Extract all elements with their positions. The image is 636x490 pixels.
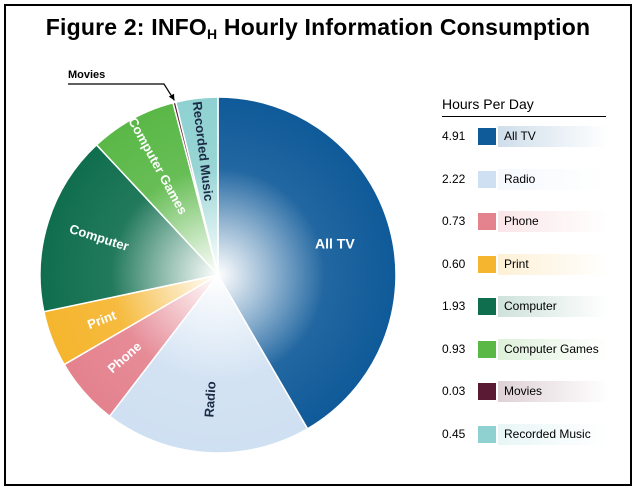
legend-bar: [498, 296, 608, 317]
chart-title: Figure 2: INFOH Hourly Information Consu…: [0, 14, 636, 42]
legend-rule: [442, 116, 606, 117]
legend-label: Movies: [504, 384, 543, 398]
legend-title: Hours Per Day: [442, 96, 534, 112]
slice-label-movies: Movies: [68, 69, 105, 81]
legend-label: Computer: [504, 299, 557, 313]
legend-bar: [498, 381, 608, 402]
legend-swatch: [478, 255, 496, 273]
pie-center-highlight: [40, 97, 396, 453]
legend-item-movies: 0.03 Movies: [442, 381, 612, 403]
legend-bar: [498, 338, 608, 360]
title-suffix: Hourly Information Consumption: [217, 14, 591, 40]
movies-callout: Movies: [68, 69, 175, 101]
legend-bar: [498, 126, 608, 147]
legend-swatch: [478, 383, 496, 400]
legend-swatch: [478, 170, 496, 188]
legend-label: Phone: [504, 214, 539, 228]
legend-item-all-tv: 4.91 All TV: [442, 126, 612, 148]
title-subscript: H: [207, 26, 218, 42]
legend-value: 0.93: [442, 341, 466, 356]
legend-value: 4.91: [442, 129, 466, 143]
legend-label: Print: [504, 256, 529, 271]
legend-value: 0.60: [442, 256, 466, 271]
legend-item-recorded-music: 0.45 Recorded Music: [442, 423, 612, 446]
legend-item-print: 0.60 Print: [442, 253, 612, 276]
legend-item-computer-games: 0.93 Computer Games: [442, 338, 612, 361]
legend-item-radio: 2.22 Radio: [442, 168, 612, 191]
legend-swatch: [478, 298, 496, 315]
legend-item-computer: 1.93 Computer: [442, 296, 612, 318]
legend-value: 0.45: [442, 426, 466, 441]
legend-value: 1.93: [442, 299, 466, 313]
legend-value: 0.03: [442, 384, 466, 398]
legend-bar: [498, 168, 608, 190]
legend-value: 0.73: [442, 214, 466, 228]
legend-label: Radio: [504, 171, 536, 186]
title-prefix: Figure 2: INFO: [45, 14, 208, 40]
legend-bar: [498, 253, 608, 275]
legend-item-phone: 0.73 Phone: [442, 211, 612, 233]
slice-label-all-tv: All TV: [315, 235, 355, 251]
movies-leader-line: [68, 83, 175, 101]
legend-label: Recorded Music: [504, 426, 591, 441]
legend-bar: [498, 423, 608, 445]
legend-label: Computer Games: [504, 341, 599, 356]
legend-bar: [498, 211, 608, 232]
legend-swatch: [478, 128, 496, 145]
movies-arrowhead: [168, 93, 175, 101]
legend: Hours Per Day 4.91 All TV 2.22 Radio 0.73 Pho…: [442, 96, 612, 445]
legend-value: 2.22: [442, 171, 466, 186]
legend-label: All TV: [504, 129, 536, 143]
legend-swatch: [478, 213, 496, 230]
slice-label-radio: Radio: [201, 381, 218, 418]
legend-swatch: [478, 340, 496, 358]
legend-swatch: [478, 425, 496, 443]
